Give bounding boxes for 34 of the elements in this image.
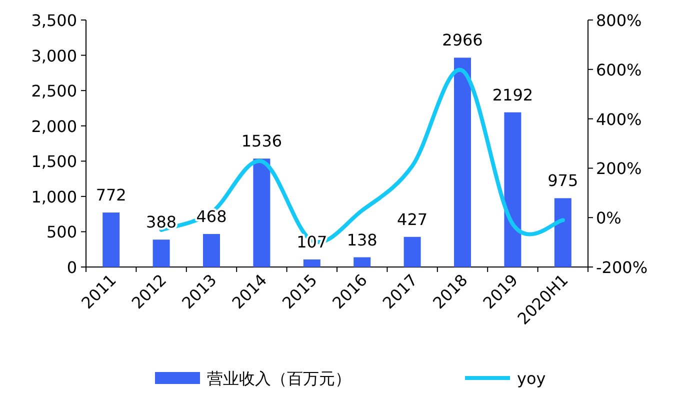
y-tick-label: 2,000 bbox=[31, 116, 77, 136]
bar bbox=[554, 198, 572, 267]
y-tick-label: 3,000 bbox=[31, 46, 77, 66]
y2-tick-label: 200% bbox=[596, 159, 642, 178]
legend-label: yoy bbox=[517, 369, 546, 388]
data-label: 1536 bbox=[241, 132, 282, 151]
bar bbox=[454, 58, 471, 267]
bar bbox=[203, 234, 220, 267]
y-tick-label: 1,000 bbox=[31, 187, 77, 206]
y-tick-label: 2,500 bbox=[31, 82, 77, 101]
legend-label: 营业收入（百万元） bbox=[207, 369, 351, 388]
bar bbox=[253, 158, 270, 267]
y2-tick-label: 600% bbox=[596, 60, 642, 80]
bar bbox=[404, 236, 421, 267]
y2-tick-label: -200% bbox=[596, 258, 648, 277]
data-label: 2192 bbox=[492, 85, 534, 104]
y-tick-label: 0 bbox=[66, 258, 77, 277]
bar bbox=[504, 112, 522, 267]
data-label: 427 bbox=[397, 210, 428, 229]
bar bbox=[102, 212, 120, 267]
bar bbox=[354, 257, 371, 267]
y-tick-label: 500 bbox=[46, 222, 77, 242]
y2-tick-label: 400% bbox=[596, 110, 642, 129]
y-tick-label: 3,500 bbox=[31, 11, 77, 30]
y2-tick-label: 800% bbox=[596, 11, 642, 30]
bar bbox=[152, 240, 170, 267]
data-label: 388 bbox=[146, 212, 177, 232]
data-label: 138 bbox=[346, 230, 378, 250]
data-label: 2966 bbox=[442, 30, 483, 50]
bar bbox=[303, 259, 320, 267]
data-label: 975 bbox=[548, 171, 578, 190]
y-tick-label: 1,500 bbox=[31, 152, 77, 172]
y2-tick-label: 0% bbox=[596, 208, 622, 228]
data-label: 772 bbox=[96, 186, 126, 205]
